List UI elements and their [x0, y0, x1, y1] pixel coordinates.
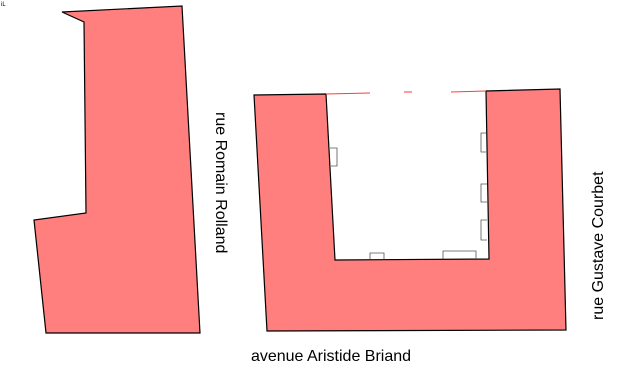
- notch-right-wall-2: [480, 183, 487, 203]
- right-building-plot: [253, 88, 567, 332]
- street-label-aristide-briand: avenue Aristide Briand: [251, 348, 411, 365]
- notch-right-wall-3: [480, 219, 487, 241]
- left-building-plot: [33, 5, 201, 334]
- corner-mark: iL: [1, 2, 6, 8]
- courtyard-top-edge: [325, 90, 487, 95]
- street-label-romain-rolland: rue Romain Rolland: [212, 112, 229, 253]
- notch-bottom-2: [442, 250, 477, 259]
- notch-left-wall: [330, 147, 338, 167]
- courtyard-notches: [330, 132, 487, 259]
- street-label-gustave-courbet: rue Gustave Courbet: [590, 171, 607, 320]
- notch-bottom-1: [369, 252, 385, 259]
- notch-right-wall-1: [480, 132, 486, 153]
